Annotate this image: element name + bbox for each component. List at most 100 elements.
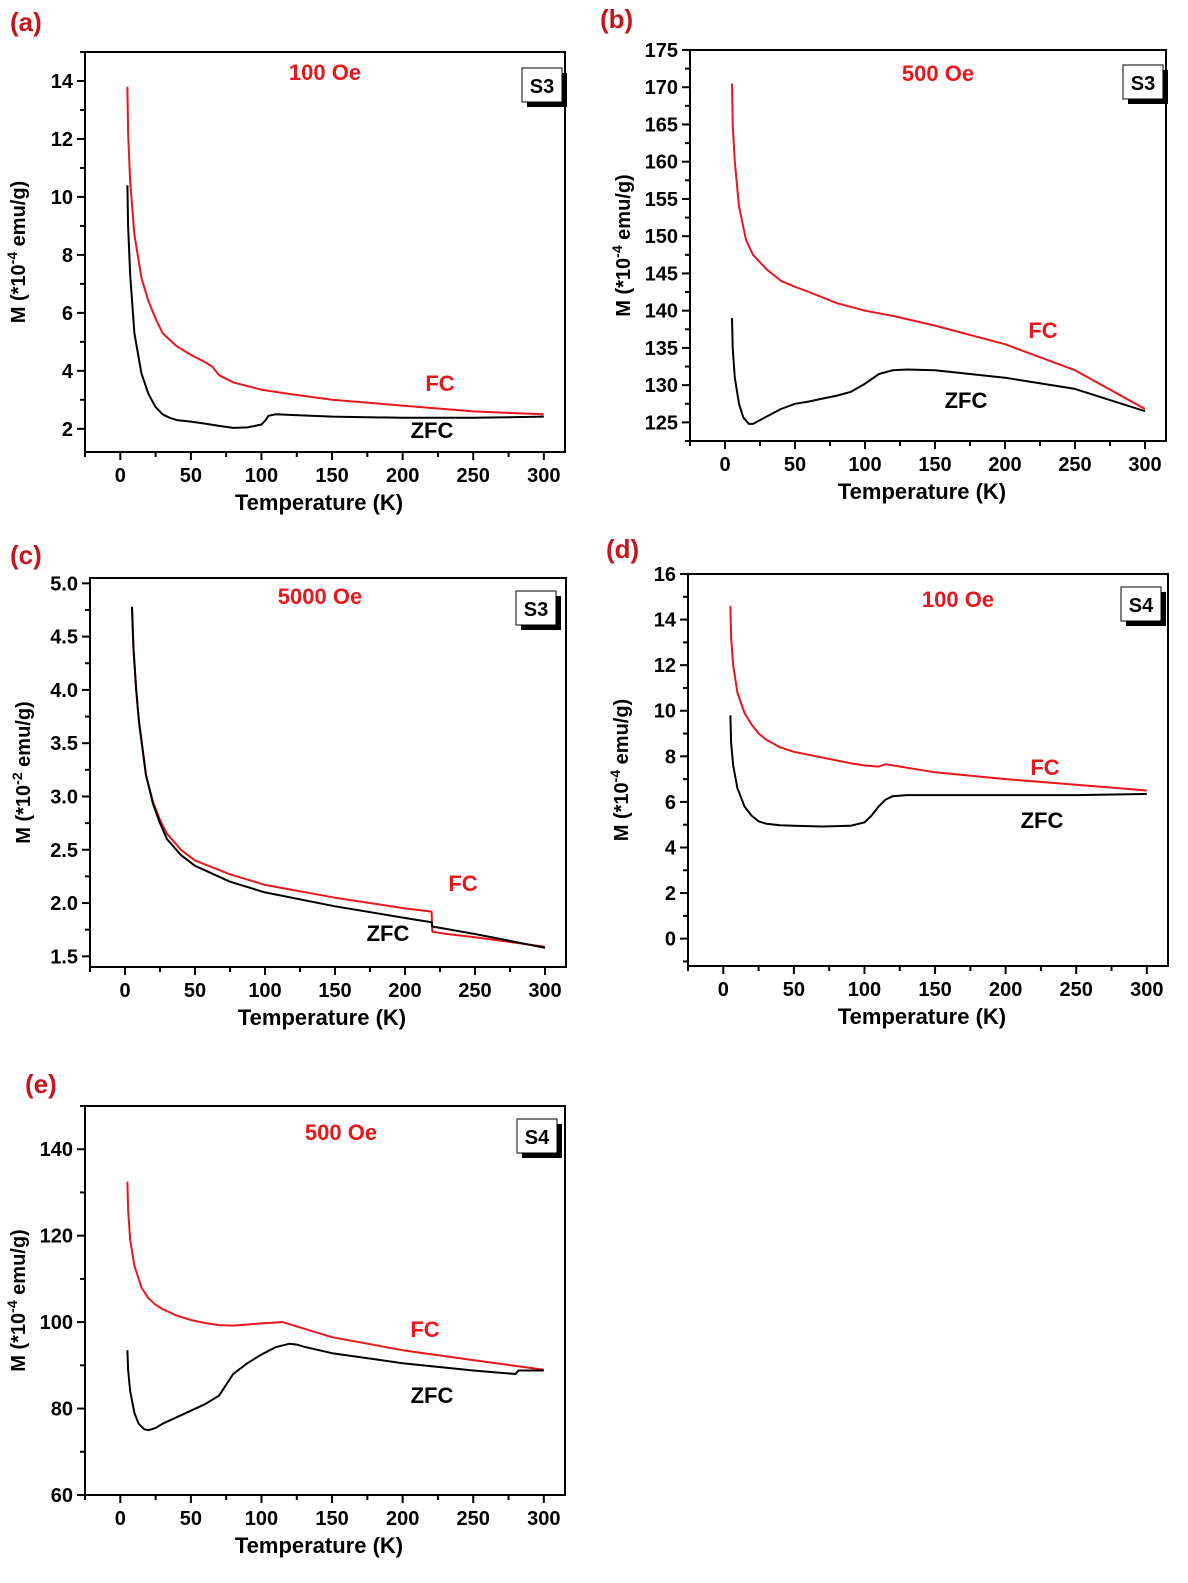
field-label: 5000 Oe bbox=[278, 584, 362, 609]
sample-badge bbox=[515, 590, 557, 626]
x-axis-label: Temperature (K) bbox=[235, 490, 403, 515]
y-axis-label-unit: emu/g) bbox=[8, 1229, 30, 1300]
x-tick-label: 0 bbox=[115, 465, 126, 487]
chart-panel-3: (c) 0 50 100 150 200 250 300 1.5 2.0 2.5 3.0 3.5 4.0 4… bbox=[9, 540, 567, 1030]
y-axis-label: M (*10-4 emu/g) bbox=[607, 699, 633, 841]
y-tick-label: 8 bbox=[62, 245, 73, 267]
y-axis-label-exponent: -4 bbox=[607, 770, 623, 783]
y-tick-label: 150 bbox=[645, 226, 678, 248]
x-tick-label: 0 bbox=[718, 979, 729, 1001]
y-tick-label: 2 bbox=[62, 419, 73, 441]
y-tick-label: 3.5 bbox=[50, 733, 78, 755]
sample-badge bbox=[1122, 64, 1164, 100]
y-tick-label: 2.0 bbox=[50, 893, 78, 915]
y-tick-label: 135 bbox=[645, 338, 678, 360]
sample-badge bbox=[521, 67, 563, 103]
y-axis-label-exponent: -4 bbox=[4, 1300, 20, 1313]
y-tick-label: 2.5 bbox=[50, 840, 78, 862]
series-label-zfc: ZFC bbox=[367, 921, 410, 946]
series-label-zfc: ZFC bbox=[1021, 808, 1064, 833]
series-label-zfc: ZFC bbox=[411, 1383, 454, 1408]
panel-letter: (c) bbox=[10, 540, 42, 570]
series-label-fc: FC bbox=[425, 371, 454, 396]
y-axis-label-base: M (*10 bbox=[613, 258, 635, 317]
y-tick-label: 4 bbox=[665, 837, 677, 859]
y-axis-label-base: M (*10 bbox=[8, 264, 30, 323]
sample-label: S3 bbox=[530, 76, 554, 98]
series-line-fc bbox=[731, 83, 1146, 410]
x-tick-label: 150 bbox=[318, 980, 351, 1002]
x-tick-label: 50 bbox=[180, 465, 202, 487]
y-tick-label: 6 bbox=[665, 792, 676, 814]
series-line-fc bbox=[131, 607, 546, 948]
y-tick-label: 5.0 bbox=[50, 573, 78, 595]
y-tick-label: 140 bbox=[40, 1139, 73, 1161]
plot-frame bbox=[84, 51, 566, 453]
series-label-zfc: ZFC bbox=[411, 418, 454, 443]
x-tick-label: 150 bbox=[315, 465, 348, 487]
chart-panel-1: (a) 0 50 100 150 200 250 300 2 4 6 8 10 12 14 Temperatu… bbox=[4, 7, 567, 515]
chart-panel-4: (d) 0 50 100 150 200 250 300 0 2 4 6 8 10 12 14 16 Temper… bbox=[606, 534, 1169, 1029]
y-tick-label: 10 bbox=[654, 701, 676, 723]
x-axis-label: Temperature (K) bbox=[838, 1004, 1006, 1029]
y-axis-label-base: M (*10 bbox=[8, 1313, 30, 1372]
y-tick-label: 12 bbox=[51, 129, 73, 151]
sample-badge bbox=[516, 1118, 558, 1154]
x-tick-label: 150 bbox=[918, 454, 951, 476]
x-tick-label: 100 bbox=[848, 979, 881, 1001]
x-tick-label: 200 bbox=[386, 1508, 419, 1530]
x-tick-label: 100 bbox=[245, 1508, 278, 1530]
series-line-zfc bbox=[729, 715, 1147, 828]
y-tick-label: 160 bbox=[645, 152, 678, 174]
panel-letter: (d) bbox=[606, 534, 639, 564]
series-label-fc: FC bbox=[448, 871, 477, 896]
y-axis-label-exponent: -4 bbox=[609, 245, 625, 258]
series-line-zfc bbox=[131, 606, 546, 949]
sample-label: S3 bbox=[1131, 73, 1155, 95]
plot-frame bbox=[89, 577, 567, 968]
x-tick-label: 200 bbox=[988, 454, 1021, 476]
y-tick-label: 60 bbox=[51, 1485, 73, 1507]
series-label-zfc: ZFC bbox=[945, 388, 988, 413]
series-line-zfc bbox=[731, 318, 1146, 425]
y-tick-label: 175 bbox=[645, 40, 678, 62]
y-axis-label-unit: emu/g) bbox=[613, 174, 635, 245]
x-tick-label: 100 bbox=[245, 465, 278, 487]
plot-frame bbox=[84, 1105, 566, 1496]
series-label-fc: FC bbox=[410, 1317, 439, 1342]
series-label-fc: FC bbox=[1030, 755, 1059, 780]
x-tick-label: 300 bbox=[1130, 979, 1163, 1001]
y-axis-label: M (*10-2 emu/g) bbox=[9, 701, 35, 843]
x-tick-label: 300 bbox=[527, 1508, 560, 1530]
sample-badge bbox=[1120, 586, 1162, 622]
y-axis-label-unit: emu/g) bbox=[611, 699, 633, 770]
y-tick-label: 8 bbox=[665, 746, 676, 768]
y-axis-label: M (*10-4 emu/g) bbox=[4, 1229, 30, 1371]
x-tick-label: 250 bbox=[457, 465, 490, 487]
series-line-zfc bbox=[126, 185, 544, 429]
x-tick-label: 100 bbox=[848, 454, 881, 476]
x-tick-label: 250 bbox=[1060, 979, 1093, 1001]
field-label: 500 Oe bbox=[305, 1120, 377, 1145]
x-tick-label: 300 bbox=[527, 465, 560, 487]
y-tick-label: 1.5 bbox=[50, 946, 78, 968]
x-tick-label: 250 bbox=[1058, 454, 1091, 476]
y-tick-label: 125 bbox=[645, 412, 678, 434]
y-tick-label: 0 bbox=[665, 929, 676, 951]
y-tick-label: 10 bbox=[51, 187, 73, 209]
panel-letter: (a) bbox=[10, 7, 42, 37]
y-tick-label: 14 bbox=[654, 610, 677, 632]
field-label: 100 Oe bbox=[289, 60, 361, 85]
sample-label: S4 bbox=[525, 1127, 550, 1149]
plot-frame bbox=[687, 573, 1169, 967]
y-tick-label: 100 bbox=[40, 1312, 73, 1334]
y-axis-label-base: M (*10 bbox=[13, 785, 35, 844]
y-axis-label-unit: emu/g) bbox=[8, 181, 30, 252]
y-tick-label: 130 bbox=[645, 375, 678, 397]
sample-label: S4 bbox=[1129, 595, 1154, 617]
y-tick-label: 4.0 bbox=[50, 680, 78, 702]
x-tick-label: 200 bbox=[989, 979, 1022, 1001]
y-tick-label: 145 bbox=[645, 263, 678, 285]
y-axis-label-exponent: -2 bbox=[9, 772, 25, 785]
y-axis-label-exponent: -4 bbox=[4, 252, 20, 265]
